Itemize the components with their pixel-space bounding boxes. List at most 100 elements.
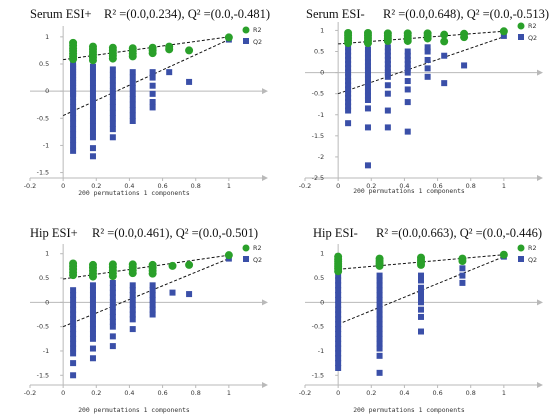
q2-point <box>364 80 371 87</box>
q2-point <box>89 335 96 342</box>
panel-equation: R² =(0.0,0.663), Q² =(0.0,-0.446) <box>376 226 542 240</box>
x-tick-label: 0.4 <box>124 389 134 397</box>
q2-point <box>424 44 431 51</box>
legend-q2-label: Q2 <box>528 34 537 42</box>
q2-point <box>70 345 77 352</box>
regression-line-r2 <box>63 254 229 280</box>
q2-point <box>89 326 96 333</box>
q2-point <box>129 311 136 318</box>
q2-point <box>345 52 352 59</box>
q2-point <box>149 104 156 111</box>
q2-point <box>345 73 352 80</box>
q2-point <box>149 296 156 303</box>
panel-equation: R² =(0.0,0.234), Q² =(0.0,-0.481) <box>104 7 270 21</box>
r2-point <box>499 250 508 259</box>
q2-point <box>70 296 77 303</box>
regression-line-r2 <box>338 254 504 270</box>
q2-point <box>129 96 136 103</box>
r2-point <box>363 39 372 48</box>
r2-point <box>458 257 467 266</box>
q2-point <box>70 80 77 86</box>
x-tick-label: -0.2 <box>299 182 311 190</box>
q2-point <box>149 311 156 318</box>
q2-point <box>129 107 136 114</box>
q2-point <box>384 44 391 51</box>
q2-point <box>109 299 116 306</box>
q2-point <box>109 323 116 330</box>
y-tick-label: -0.5 <box>312 90 324 98</box>
x-tick-label: -0.2 <box>24 182 36 190</box>
x-tick-label: 1 <box>227 182 231 190</box>
q2-point <box>109 109 116 116</box>
legend-r2-label: R2 <box>253 26 262 34</box>
y-tick-label: 1 <box>45 250 49 258</box>
q2-point <box>404 56 411 63</box>
r2-point <box>403 36 412 45</box>
x-tick-label: 0.2 <box>91 182 101 190</box>
q2-point <box>70 287 77 294</box>
q2-point <box>89 292 96 299</box>
q2-point <box>345 94 352 101</box>
q2-point <box>70 330 77 337</box>
q2-point <box>109 333 116 340</box>
q2-point <box>70 306 77 313</box>
panel-title: Serum ESI- <box>306 7 365 21</box>
q2-point <box>149 301 156 308</box>
legend-r2-marker <box>517 22 525 30</box>
q2-point <box>129 69 136 76</box>
x-tick-label: 0.8 <box>191 182 201 190</box>
q2-point <box>345 44 352 51</box>
q2-point <box>418 299 424 306</box>
x-tick-label: 0 <box>61 182 65 190</box>
zero-line-arrow <box>262 299 268 306</box>
q2-point <box>364 50 371 57</box>
q2-point <box>364 75 371 82</box>
q2-point <box>89 85 96 92</box>
q2-point <box>89 96 96 103</box>
q2-point <box>109 77 116 84</box>
q2-point <box>89 118 96 124</box>
x-axis-label: 200 permutations 1 components <box>78 406 190 414</box>
zero-line-arrow <box>537 299 543 306</box>
x-tick-label: 0.8 <box>191 389 201 397</box>
q2-point <box>376 321 383 328</box>
q2-point <box>109 82 116 89</box>
x-tick-label: -0.2 <box>24 389 36 397</box>
x-tick-label: 0.4 <box>399 389 409 397</box>
y-tick-label: -1.5 <box>37 169 49 177</box>
q2-point <box>418 277 424 284</box>
q2-point <box>404 48 411 55</box>
q2-point <box>345 86 352 93</box>
q2-point <box>129 316 136 323</box>
q2-point <box>89 74 96 81</box>
r2-point <box>423 34 432 43</box>
regression-line-q2 <box>62 258 230 328</box>
q2-point <box>89 90 96 97</box>
q2-point <box>89 69 96 76</box>
q2-point <box>109 71 116 78</box>
q2-point <box>149 69 156 76</box>
q2-point <box>335 364 342 371</box>
r2-point <box>128 52 137 61</box>
q2-point <box>424 48 431 55</box>
q2-point <box>70 104 77 111</box>
q2-point <box>109 304 116 311</box>
q2-point <box>70 126 77 133</box>
q2-point <box>89 296 96 303</box>
y-tick-label: -1 <box>318 111 324 119</box>
r2-point <box>440 37 449 46</box>
x-tick-label: 0.2 <box>366 182 376 190</box>
regression-line-r2 <box>63 36 229 61</box>
r2-point <box>185 260 194 269</box>
q2-point <box>335 326 342 333</box>
q2-point <box>376 345 383 352</box>
y-tick-label: 1 <box>320 26 324 34</box>
q2-point <box>109 313 116 320</box>
q2-point <box>149 82 156 89</box>
y-tick-label: 0 <box>320 69 324 77</box>
x-tick-label: 1 <box>502 182 506 190</box>
q2-point <box>109 126 116 133</box>
q2-point <box>418 289 424 296</box>
q2-point <box>129 326 136 333</box>
